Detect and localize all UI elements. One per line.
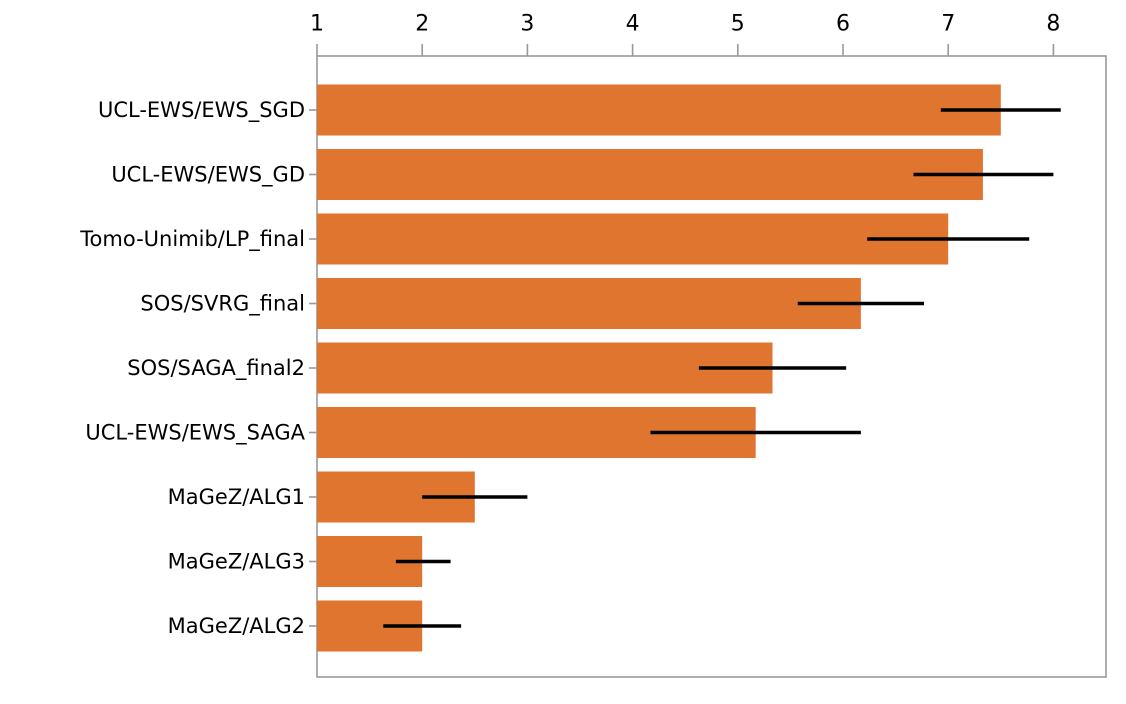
category-label: SOS/SAGA_final2 [127, 356, 305, 381]
x-tick-label: 1 [310, 12, 324, 37]
category-label: UCL-EWS/EWS_SGD [98, 98, 305, 123]
x-tick-label: 4 [626, 12, 640, 37]
bar [317, 278, 861, 329]
category-label: MaGeZ/ALG2 [168, 614, 305, 638]
x-axis-ticks: 1 2 3 4 5 6 7 8 [310, 12, 1060, 56]
x-tick-label: 2 [415, 12, 429, 37]
bars [317, 84, 1001, 652]
category-label: UCL-EWS/EWS_SAGA [85, 421, 305, 446]
category-label: Tomo-Unimib/LP_final [79, 227, 305, 252]
bar [317, 342, 773, 394]
category-label: MaGeZ/ALG3 [168, 550, 305, 574]
x-tick-label: 5 [731, 12, 745, 37]
category-label: UCL-EWS/EWS_GD [111, 163, 305, 188]
x-tick-label: 8 [1046, 12, 1060, 37]
bar [317, 213, 949, 265]
y-axis-labels: UCL-EWS/EWS_SGD UCL-EWS/EWS_GD Tomo-Unimib… [79, 98, 317, 638]
bar [317, 149, 983, 200]
x-tick-label: 7 [941, 12, 955, 37]
x-tick-label: 3 [520, 12, 534, 37]
category-label: MaGeZ/ALG1 [168, 485, 305, 509]
error-bars [383, 108, 1061, 628]
x-tick-label: 6 [836, 12, 850, 37]
bar [317, 84, 1001, 136]
category-label: SOS/SVRG_final [140, 292, 305, 317]
